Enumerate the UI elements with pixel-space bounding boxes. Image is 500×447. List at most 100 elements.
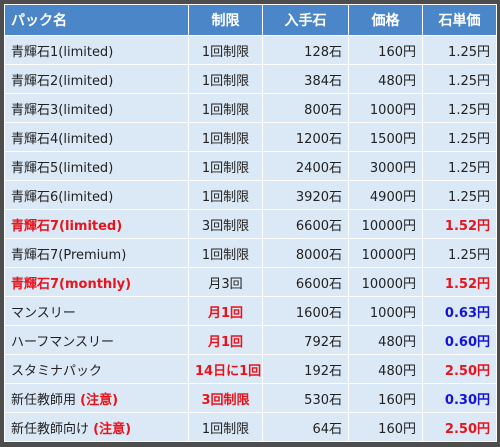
table-cell: 3回制限 (188, 383, 263, 413)
cell-text: 青輝石3(limited) (11, 102, 114, 118)
table-cell: 月3回 (188, 267, 263, 297)
cell-text: 青輝石1(limited) (11, 44, 114, 60)
table-cell: 新任教師向け (注意) (4, 412, 189, 442)
cell-text: 128石 (304, 44, 342, 60)
cell-text: 1.52円 (444, 218, 490, 234)
cell-text: 1回制限 (201, 131, 250, 147)
cell-text: 3920石 (295, 189, 342, 205)
cell-text: 64石 (312, 421, 342, 437)
cell-text: 3000円 (369, 160, 416, 176)
table-cell: 480円 (348, 354, 423, 384)
table-cell: 6600石 (262, 209, 349, 239)
table-cell: 0.60円 (422, 325, 497, 355)
table-row: 青輝石7(limited) 3回制限 6600石 10000円 1.52円 (4, 209, 497, 239)
cell-text: 6600石 (295, 276, 342, 292)
table-cell: 青輝石7(monthly) (4, 267, 189, 297)
cell-text: 10000円 (361, 247, 416, 263)
cell-text: 1.25円 (448, 102, 490, 118)
table-row: 青輝石7(Premium) 1回制限 8000石 10000円 1.25円 (4, 238, 497, 268)
cell-text: 14日に1回 (195, 363, 262, 379)
cell-text: 0.63円 (444, 305, 490, 321)
table-cell: 1回制限 (188, 151, 263, 181)
table-cell: 3回制限 (188, 209, 263, 239)
header-cell: 入手石 (262, 4, 349, 36)
cell-text: 0.60円 (444, 334, 490, 350)
cell-text: (注意) (80, 392, 119, 408)
table-cell: 1600石 (262, 296, 349, 326)
cell-text: 青輝石4(limited) (11, 131, 114, 147)
table-cell: 800石 (262, 93, 349, 123)
cell-text: 新任教師向け (11, 421, 90, 437)
table-cell: 1.25円 (422, 35, 497, 65)
table-cell: 480円 (348, 64, 423, 94)
cell-text: 10000円 (361, 218, 416, 234)
cell-text: 月3回 (208, 276, 243, 292)
table-cell: 2.50円 (422, 412, 497, 442)
table-cell: 6600石 (262, 267, 349, 297)
table-cell: スタミナパック (4, 354, 189, 384)
table-cell: 3000円 (348, 151, 423, 181)
cell-text: 月1回 (207, 305, 244, 321)
table-cell: 1回制限 (188, 238, 263, 268)
cell-text: 1200石 (295, 131, 342, 147)
table-cell: 月1回 (188, 296, 263, 326)
header-cell: 価格 (348, 4, 423, 36)
table-row: 青輝石2(limited) 1回制限 384石 480円 1.25円 (4, 64, 497, 94)
table-cell: 192石 (262, 354, 349, 384)
cell-text: 4900円 (369, 189, 416, 205)
price-table: パック名 制限 入手石 価格 石単価 青輝石1(limited) 1回制限 128石 160円… (4, 4, 497, 442)
cell-text: 新任教師用 (11, 392, 77, 408)
table-cell: 160円 (348, 383, 423, 413)
table-cell: 1.25円 (422, 122, 497, 152)
table-cell: 1回制限 (188, 64, 263, 94)
cell-text: 1回制限 (201, 102, 250, 118)
table-cell: 530石 (262, 383, 349, 413)
cell-text: 青輝石6(limited) (11, 189, 114, 205)
cell-text: 800石 (304, 102, 342, 118)
table-cell: 384石 (262, 64, 349, 94)
table-cell: 2.50円 (422, 354, 497, 384)
table-cell: 青輝石1(limited) (4, 35, 189, 65)
table-cell: 480円 (348, 325, 423, 355)
table-cell: 青輝石7(limited) (4, 209, 189, 239)
table-cell: 792石 (262, 325, 349, 355)
table-cell: 10000円 (348, 209, 423, 239)
table-cell: 1.25円 (422, 180, 497, 210)
table-cell: 2400石 (262, 151, 349, 181)
cell-text: ハーフマンスリー (11, 334, 114, 350)
table-cell: 青輝石7(Premium) (4, 238, 189, 268)
table-cell: 0.30円 (422, 383, 497, 413)
cell-text: 10000円 (361, 276, 416, 292)
cell-text: 1.25円 (448, 160, 490, 176)
table-cell: 0.63円 (422, 296, 497, 326)
table-cell: 14日に1回 (188, 354, 263, 384)
table-cell: 1回制限 (188, 122, 263, 152)
cell-text: 792石 (304, 334, 342, 350)
table-cell: 1.52円 (422, 267, 497, 297)
cell-text: 480円 (378, 334, 416, 350)
cell-text: 2.50円 (444, 363, 490, 379)
cell-text: 192石 (304, 363, 342, 379)
cell-text: 1.25円 (448, 44, 490, 60)
cell-text: 8000石 (295, 247, 342, 263)
table-row: 新任教師用 (注意) 3回制限 530石 160円 0.30円 (4, 383, 497, 413)
cell-text: (注意) (93, 421, 132, 437)
table-row: 青輝石3(limited) 1回制限 800石 1000円 1.25円 (4, 93, 497, 123)
table-row: ハーフマンスリー 月1回 792石 480円 0.60円 (4, 325, 497, 355)
cell-text: 2.50円 (444, 421, 490, 437)
cell-text: 1回制限 (201, 421, 250, 437)
table-cell: 128石 (262, 35, 349, 65)
cell-text: 1.25円 (448, 247, 490, 263)
table-cell: 1000円 (348, 93, 423, 123)
table-cell: 青輝石6(limited) (4, 180, 189, 210)
cell-text: 1600石 (295, 305, 342, 321)
table-cell: 3920石 (262, 180, 349, 210)
table-cell: ハーフマンスリー (4, 325, 189, 355)
cell-text: 2400石 (295, 160, 342, 176)
table-body: 青輝石1(limited) 1回制限 128石 160円 1.25円 青輝石2(limit… (4, 35, 497, 442)
table-row: 新任教師向け (注意) 1回制限 64石 160円 2.50円 (4, 412, 497, 442)
cell-text: 青輝石7(monthly) (11, 276, 132, 292)
table-row: 青輝石5(limited) 1回制限 2400石 3000円 1.25円 (4, 151, 497, 181)
table-cell: 1回制限 (188, 180, 263, 210)
table-cell: 1.25円 (422, 151, 497, 181)
